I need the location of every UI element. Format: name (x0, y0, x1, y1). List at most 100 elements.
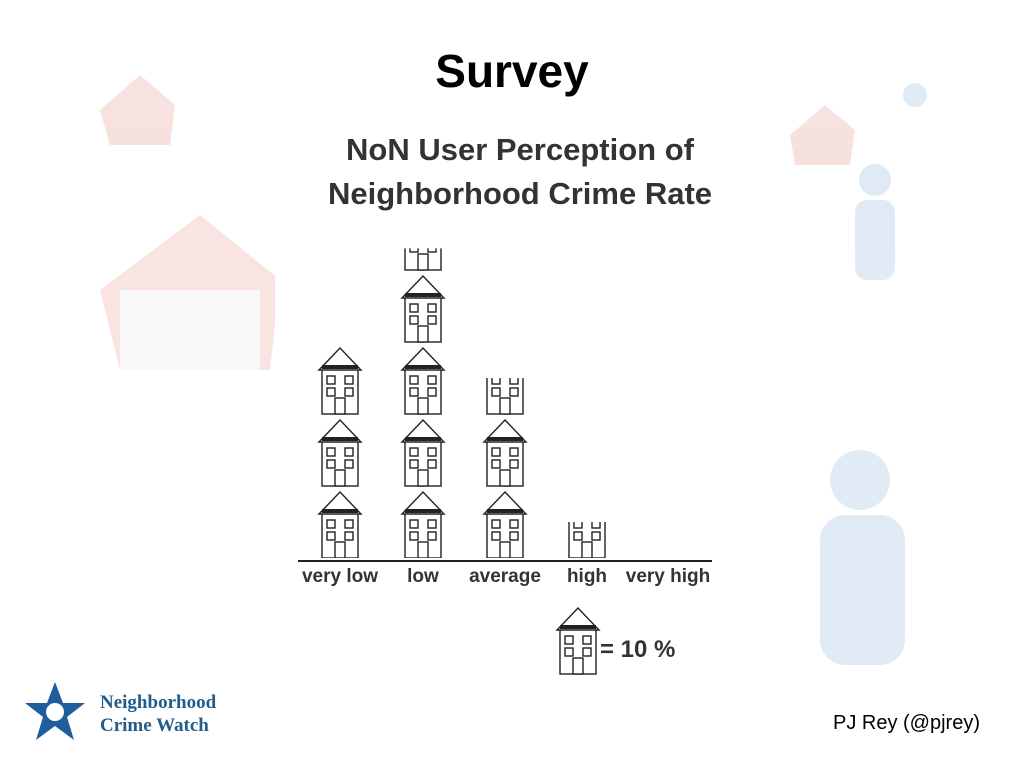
house-door (572, 657, 584, 675)
slide-title: Survey (435, 45, 589, 97)
house-window (491, 378, 501, 385)
house-sill (405, 509, 441, 513)
house-window (326, 387, 336, 397)
house-window (344, 519, 354, 529)
x-tick-label: high (567, 566, 607, 587)
background-art (100, 75, 927, 665)
house-sill (405, 293, 441, 297)
house-sill (322, 437, 358, 441)
house-window (409, 375, 419, 385)
house-window (409, 459, 419, 469)
house-window (427, 519, 437, 529)
house-door (417, 469, 429, 487)
house-window (427, 531, 437, 541)
house-roof (400, 346, 446, 371)
chart-title: NoN User Perception of Neighborhood Crim… (327, 132, 713, 211)
house-window (491, 387, 501, 397)
house-window (427, 303, 437, 313)
house-door (334, 397, 346, 415)
house-window (564, 647, 574, 657)
house-window (509, 447, 519, 457)
logo-line: Crime Watch (100, 715, 209, 736)
house-window (564, 635, 574, 645)
house-door (417, 397, 429, 415)
house-door (499, 397, 511, 415)
house-door (417, 325, 429, 343)
x-tick-label: average (469, 566, 541, 587)
house-window (409, 447, 419, 457)
house-window (344, 459, 354, 469)
house-window (509, 387, 519, 397)
house-door (417, 541, 429, 558)
house-roof (400, 490, 446, 515)
house-window (344, 531, 354, 541)
house-sill (560, 625, 596, 629)
house-window (427, 315, 437, 325)
house-window (509, 459, 519, 469)
house-door (334, 541, 346, 558)
house-window (326, 531, 336, 541)
house-window (409, 303, 419, 313)
house-sill (487, 509, 523, 513)
house-window (344, 387, 354, 397)
house-window (344, 375, 354, 385)
house-roof (400, 418, 446, 443)
house-window (509, 519, 519, 529)
house-window (509, 378, 519, 385)
house-sill (487, 437, 523, 441)
pictogram-column (482, 378, 528, 558)
house-window (427, 447, 437, 457)
house-roof (555, 606, 601, 631)
house-window (427, 375, 437, 385)
house-window (326, 459, 336, 469)
house-window (409, 248, 419, 253)
pictogram-column (400, 248, 446, 558)
house-roof (482, 418, 528, 443)
house-door (581, 541, 593, 558)
house-window (491, 519, 501, 529)
house-roof (317, 418, 363, 443)
house-window (491, 531, 501, 541)
logo-star (25, 682, 85, 740)
house-window (409, 315, 419, 325)
house-window (427, 387, 437, 397)
house-window (326, 447, 336, 457)
house-window (409, 387, 419, 397)
house-sill (405, 365, 441, 369)
house-window (573, 531, 583, 541)
house-door (499, 541, 511, 558)
house-window (427, 459, 437, 469)
house-window (509, 531, 519, 541)
house-sill (322, 509, 358, 513)
house-door (334, 469, 346, 487)
house-door (499, 469, 511, 487)
house-window (591, 522, 601, 529)
house-window (582, 647, 592, 657)
house-roof (317, 490, 363, 515)
legend-icon (555, 606, 601, 675)
legend-label: = 10 % (600, 636, 676, 663)
footer: PJ Rey (@pjrey) (833, 712, 980, 734)
pictogram-column (317, 346, 363, 558)
house-window (491, 447, 501, 457)
house-window (573, 522, 583, 529)
logo-line: Neighborhood (100, 692, 217, 713)
house-roof (400, 274, 446, 299)
x-tick-label: low (407, 566, 439, 587)
house-sill (322, 365, 358, 369)
x-tick-label: very high (626, 566, 710, 587)
house-window (582, 635, 592, 645)
house-window (409, 519, 419, 529)
house-roof (482, 490, 528, 515)
pictogram-column (568, 522, 606, 558)
house-window (491, 459, 501, 469)
house-window (326, 375, 336, 385)
house-window (344, 447, 354, 457)
house-sill (405, 437, 441, 441)
x-tick-label: very low (302, 566, 378, 587)
house-window (427, 248, 437, 253)
house-roof (317, 346, 363, 371)
house-door (417, 253, 429, 271)
